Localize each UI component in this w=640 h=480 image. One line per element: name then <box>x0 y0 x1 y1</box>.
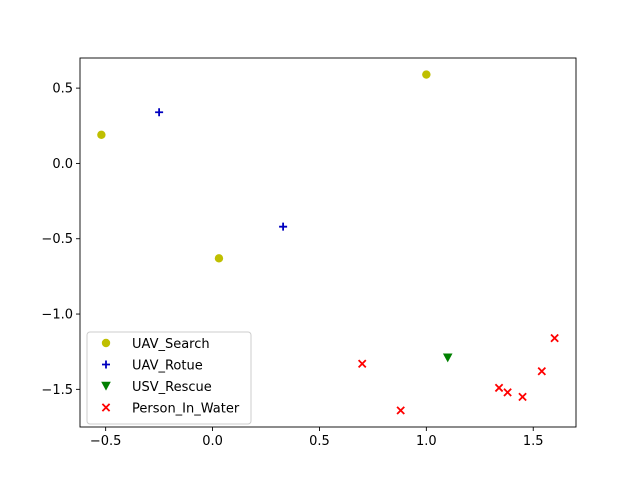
legend-marker-person-in-water <box>101 403 111 412</box>
legend-marker-usv-rescue <box>101 381 111 391</box>
legend-label: UAV_Rotue <box>132 359 203 374</box>
axes-frame <box>79 57 577 428</box>
y-tick-label: −0.5 <box>41 232 73 247</box>
legend: UAV_Search UAV_Rotue USV_Rescue Person_In_W… <box>86 331 252 425</box>
legend-label: USV_Rescue <box>132 380 212 395</box>
plot-area: −0.5 0.0 0.5 1.0 1.5 0.5 0.0 −0.5 −1.0 −1.5 <box>41 57 577 449</box>
legend-marker-uav-rotue <box>102 360 110 369</box>
legend-label: UAV_Search <box>132 337 210 352</box>
point-uav-search <box>97 130 106 140</box>
x-tick-label: −0.5 <box>90 434 122 449</box>
point-uav-rotue <box>155 108 164 117</box>
x-tick-label: 1.5 <box>523 434 544 449</box>
legend-marker-uav-search <box>101 338 111 348</box>
y-tick-label: 0.5 <box>52 82 73 97</box>
x-tick-label: 0.5 <box>309 434 330 449</box>
point-person-in-water <box>518 392 527 402</box>
point-person-in-water <box>537 367 547 376</box>
y-tick-label: −1.0 <box>41 308 73 323</box>
x-tick-label: 1.0 <box>416 434 437 449</box>
point-uav-rotue <box>279 222 288 231</box>
point-uav-search <box>214 254 224 263</box>
y-tick-label: 0.0 <box>52 157 73 172</box>
x-tick-label: 0.0 <box>202 434 223 449</box>
point-uav-search <box>422 70 431 79</box>
legend-box <box>86 331 252 425</box>
point-person-in-water <box>503 388 512 397</box>
point-usv-rescue <box>442 353 453 363</box>
point-person-in-water <box>357 359 367 368</box>
point-person-in-water <box>396 406 405 415</box>
point-person-in-water <box>550 333 559 343</box>
point-person-in-water <box>494 383 504 393</box>
legend-label: Person_In_Water <box>132 402 240 417</box>
y-tick-label: −1.5 <box>41 383 73 398</box>
